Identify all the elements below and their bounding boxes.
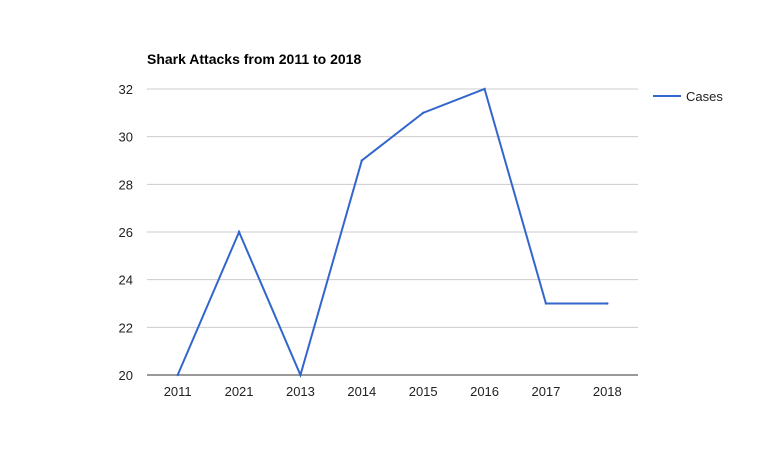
x-tick-label: 2011 <box>164 384 192 399</box>
data-point <box>421 111 425 115</box>
y-axis-ticks: 20 22 24 26 28 30 32 <box>119 82 133 383</box>
x-tick-label: 2016 <box>470 384 499 399</box>
y-tick-label: 26 <box>119 225 133 240</box>
x-tick-label: 2018 <box>593 384 622 399</box>
chart-title: Shark Attacks from 2011 to 2018 <box>147 51 361 67</box>
x-tick-label: 2017 <box>531 384 560 399</box>
legend-label-cases: Cases <box>686 89 723 104</box>
data-point <box>483 87 486 91</box>
x-tick-label: 2015 <box>409 384 438 399</box>
series-group <box>176 87 609 378</box>
data-point <box>237 230 241 234</box>
y-tick-label: 24 <box>119 273 133 288</box>
legend: Cases <box>653 89 723 104</box>
x-axis-ticks: 2011 2021 2013 2014 2015 2016 2017 2018 <box>164 384 622 399</box>
y-tick-label: 28 <box>119 177 133 192</box>
data-point <box>299 373 302 377</box>
y-tick-label: 20 <box>119 368 133 383</box>
y-tick-label: 22 <box>119 320 133 335</box>
data-point <box>544 302 548 305</box>
data-point <box>606 302 609 305</box>
gridlines <box>147 88 638 376</box>
x-tick-label: 2014 <box>347 384 376 399</box>
y-tick-label: 30 <box>119 130 133 145</box>
series-line-cases <box>176 87 608 378</box>
data-point <box>360 159 364 162</box>
data-point <box>176 373 179 377</box>
y-tick-label: 32 <box>119 82 133 97</box>
x-tick-label: 2021 <box>225 384 254 399</box>
x-tick-label: 2013 <box>286 384 315 399</box>
